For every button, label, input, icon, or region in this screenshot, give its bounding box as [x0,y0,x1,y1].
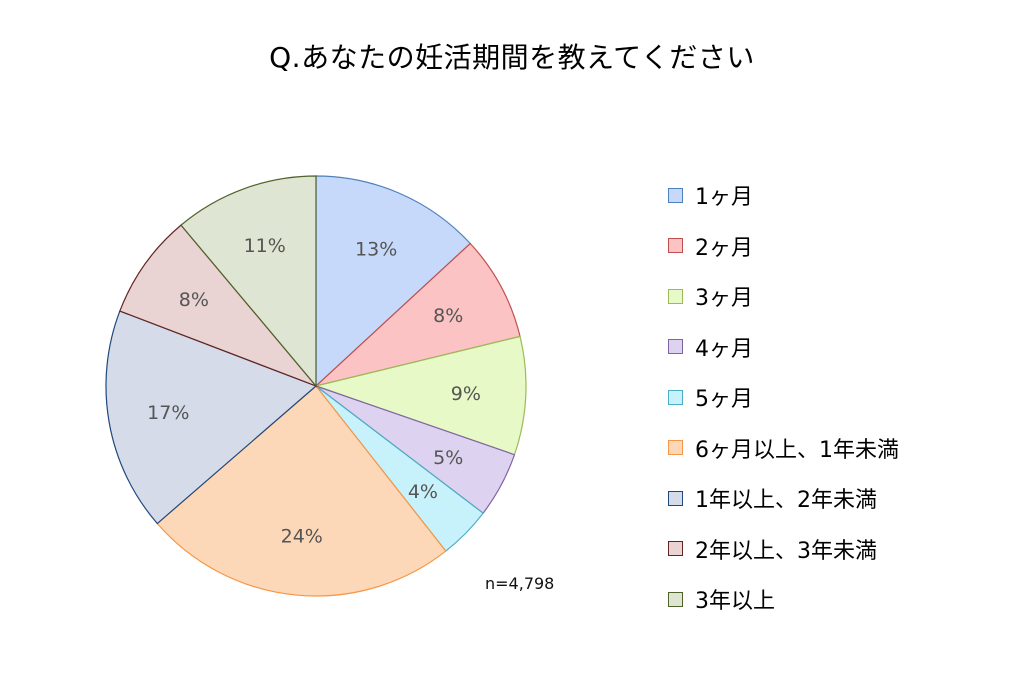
legend-swatch [668,187,683,203]
chart-legend: 1ヶ月 2ヶ月 3ヶ月 4ヶ月 5ヶ月 6ヶ月以上、1年未満 1年以上、2年未満 2年以上、3… [668,170,998,625]
pie-slice-3 [313,335,527,456]
legend-label: 3年以上 [695,589,775,615]
legend-swatch [668,238,683,254]
legend-item: 2ヶ月 [668,221,998,272]
legend-item: 3ヶ月 [668,271,998,322]
legend-label: 4ヶ月 [695,336,753,362]
legend-label: 2ヶ月 [695,235,753,261]
slice-value-label: 9% [451,383,481,405]
legend-swatch [668,389,683,405]
legend-swatch [668,288,683,304]
pie-slice-7 [105,310,318,525]
legend-label: 3ヶ月 [695,286,753,312]
legend-label: 1ヶ月 [695,185,753,211]
legend-item: 2年以上、3年未満 [668,524,998,575]
pie-slice-2 [313,242,521,388]
legend-label: 6ヶ月以上、1年未満 [695,437,899,463]
legend-swatch [668,591,683,607]
chart-title: Q.あなたの妊活期間を教えてください [269,41,755,74]
legend-swatch [668,490,683,506]
legend-item: 6ヶ月以上、1年未満 [668,423,998,474]
legend-item: 1ヶ月 [668,170,998,221]
legend-swatch [668,339,683,355]
pie-slice-1 [315,175,472,388]
legend-item: 5ヶ月 [668,372,998,423]
legend-label: 2年以上、3年未満 [695,538,877,564]
pie-slice-8 [119,224,318,388]
slice-value-label: 5% [433,447,463,469]
pie-slice-9 [180,175,317,388]
legend-label: 1年以上、2年未満 [695,488,877,514]
slice-value-label: 24% [281,525,323,547]
sample-size-note: n=4,798 [485,574,555,593]
legend-label: 5ヶ月 [695,387,753,413]
slice-value-label: 13% [355,239,397,261]
pie-slice-6 [156,385,447,597]
legend-item: 3年以上 [668,574,998,625]
legend-swatch [668,541,683,557]
slice-value-label: 8% [179,289,209,311]
slice-value-label: 17% [147,402,189,424]
legend-item: 1年以上、2年未満 [668,473,998,524]
slice-value-label: 8% [433,305,463,327]
slice-value-label: 4% [408,481,438,503]
legend-item: 4ヶ月 [668,322,998,373]
slice-value-label: 11% [244,235,286,257]
legend-swatch [668,440,683,456]
